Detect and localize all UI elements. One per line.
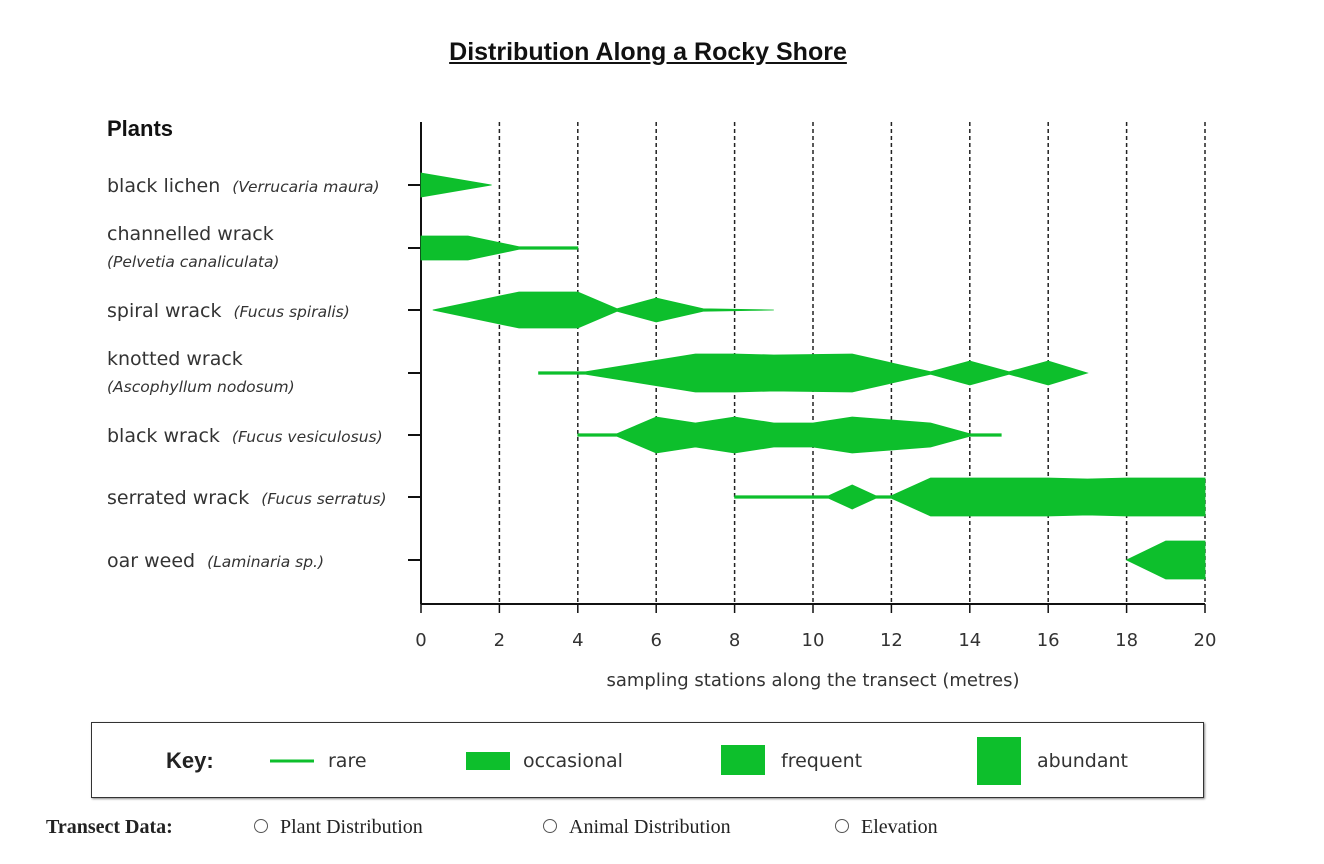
radio-plant-distribution[interactable]: Plant Distribution xyxy=(254,816,423,839)
x-tick-label: 14 xyxy=(958,630,981,651)
transect-data-label: Transect Data: xyxy=(46,816,173,838)
distribution-shape xyxy=(420,235,579,261)
transect-data-form: Transect Data: Plant Distribution Animal… xyxy=(46,816,1306,844)
distribution-shape xyxy=(420,172,492,198)
distribution-shape xyxy=(1125,540,1206,580)
radio-elevation[interactable]: Elevation xyxy=(835,816,938,839)
species-latin: (Fucus serratus) xyxy=(261,490,386,508)
x-axis-label: sampling stations along the transect (me… xyxy=(606,670,1019,691)
x-tick-label: 18 xyxy=(1115,630,1138,651)
species-latin: (Laminaria sp.) xyxy=(207,553,324,571)
distribution-shape xyxy=(734,477,1206,517)
distribution-shape xyxy=(577,416,1002,454)
radio-circle[interactable] xyxy=(254,818,268,833)
distribution-shape xyxy=(432,291,774,329)
species-name: black lichen xyxy=(107,175,220,197)
key-heading: Key: xyxy=(166,748,214,773)
x-tick-label: 4 xyxy=(572,630,583,651)
species-latin: (Pelvetia canaliculata) xyxy=(107,253,279,271)
species-name: spiral wrack xyxy=(107,300,221,322)
key-swatch-frequent xyxy=(721,745,765,775)
key-label-occasional: occasional xyxy=(523,750,623,772)
x-tick-label: 2 xyxy=(494,630,505,651)
key-swatch-abundant xyxy=(977,737,1021,785)
radio-circle[interactable] xyxy=(835,818,849,833)
species-name: oar weed xyxy=(107,550,195,572)
species-latin: (Fucus spiralis) xyxy=(233,303,349,321)
radio-circle[interactable] xyxy=(543,818,557,833)
radio-label-elevation: Elevation xyxy=(861,816,938,838)
x-tick-label: 6 xyxy=(650,630,661,651)
x-tick-label: 10 xyxy=(802,630,825,651)
x-tick-label: 20 xyxy=(1194,630,1217,651)
x-tick-label: 0 xyxy=(415,630,426,651)
species-latin: (Verrucaria maura) xyxy=(232,178,379,196)
radio-animal-distribution[interactable]: Animal Distribution xyxy=(543,816,731,839)
key-label-rare: rare xyxy=(328,750,367,772)
species-latin: (Ascophyllum nodosum) xyxy=(107,378,295,396)
x-tick-label: 8 xyxy=(729,630,740,651)
species-name: serrated wrack xyxy=(107,487,249,509)
key-swatch-occasional xyxy=(466,752,510,770)
distribution-shape xyxy=(538,353,1089,393)
x-tick-label: 16 xyxy=(1037,630,1060,651)
key-legend-box xyxy=(91,722,1204,798)
page-title: Distribution Along a Rocky Shore xyxy=(449,38,847,66)
category-header: Plants xyxy=(107,116,173,141)
x-tick-label: 12 xyxy=(880,630,903,651)
key-label-frequent: frequent xyxy=(781,750,862,772)
species-name: knotted wrack xyxy=(107,348,243,370)
radio-label-animal-distribution: Animal Distribution xyxy=(569,816,731,838)
key-label-abundant: abundant xyxy=(1037,750,1128,772)
species-latin: (Fucus vesiculosus) xyxy=(232,428,383,446)
species-name: channelled wrack xyxy=(107,223,274,245)
radio-label-plant-distribution: Plant Distribution xyxy=(280,816,423,838)
species-name: black wrack xyxy=(107,425,220,447)
